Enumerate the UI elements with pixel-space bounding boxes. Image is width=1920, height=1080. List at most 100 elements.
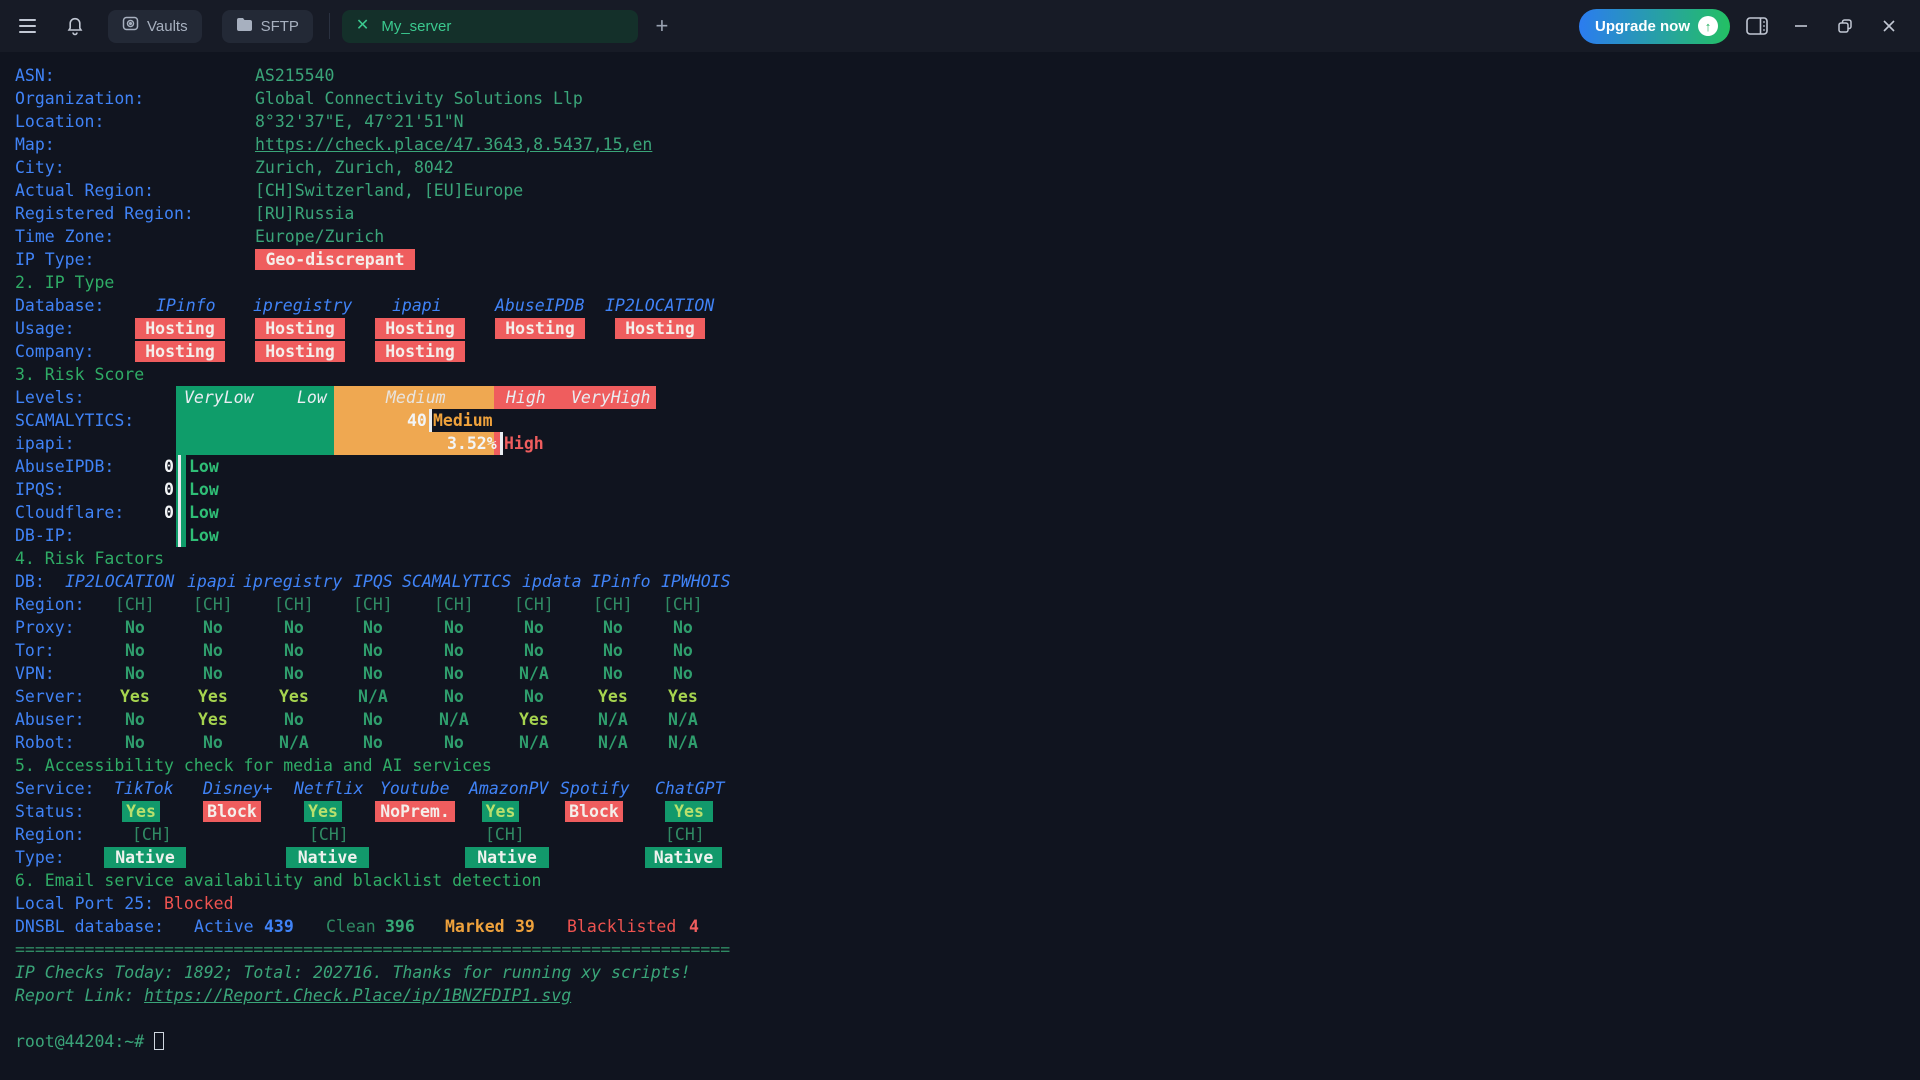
actual-region-label: Actual Region: [15, 181, 155, 200]
dbip-label: DB-IP: [15, 526, 75, 545]
terminal-text: IP2LOCATION [65, 572, 175, 591]
scamalytics-label: SCAMALYTICS: [15, 411, 135, 430]
separator: ========================================… [15, 940, 731, 959]
service-label: Service: [15, 779, 95, 798]
terminal-text: IPWHOIS [661, 572, 731, 591]
terminal-text: ChatGPT [655, 779, 725, 798]
terminal-line: Actual Region: [CH]Switzerland, [EU]Europ… [0, 179, 1920, 202]
terminal-text: Native [104, 847, 186, 868]
terminal-text: IPQS [353, 572, 393, 591]
terminal-text: Low [189, 457, 219, 476]
terminal-line: Status: Yes Block Yes NoPrem. Yes Block Yes [0, 800, 1920, 823]
terminal-text: Low [189, 526, 219, 545]
tab-my-server[interactable]: ✕ My_server [341, 9, 638, 43]
sftp-button[interactable]: SFTP [221, 9, 313, 43]
terminal-text: VeryLow [184, 388, 254, 407]
terminal-text: No [524, 618, 544, 637]
terminal-line: VPN: No No No No No N/A No No [0, 662, 1920, 685]
map-link[interactable]: https://check.place/47.3643,8.5437,15,en [255, 135, 653, 154]
terminal-text: Spotify [560, 779, 630, 798]
rf-region-label: Region: [15, 595, 85, 614]
section-ip-type: 2. IP Type [15, 273, 115, 292]
terminal-text: No [284, 664, 304, 683]
city-label: City: [15, 158, 65, 177]
terminal-text: [CH] [434, 595, 474, 614]
tabbar-separator [328, 13, 330, 39]
terminal-text [176, 478, 186, 501]
terminal-line: 3. Risk Score [0, 363, 1920, 386]
terminal-text: [CH] [663, 595, 703, 614]
terminal-cursor [154, 1032, 164, 1050]
new-tab-button[interactable]: + [655, 13, 669, 38]
panel-toggle-icon[interactable] [1740, 9, 1774, 43]
server-label: Server: [15, 687, 85, 706]
title-bar: Vaults SFTP ✕ My_server + Upgrade now ↑ [0, 0, 1920, 52]
terminal-text: N/A [439, 710, 469, 729]
terminal-text: No [603, 664, 623, 683]
terminal-text: NoPrem. [375, 801, 455, 822]
terminal-text [429, 409, 432, 432]
terminal-text [494, 386, 656, 409]
minimize-button[interactable] [1784, 9, 1818, 43]
terminal-text: ipregistry [253, 296, 353, 315]
terminal-text: No [444, 664, 464, 683]
terminal-line: Location: 8°32'37"E, 47°21'51"N [0, 110, 1920, 133]
terminal-text: No [125, 733, 145, 752]
report-link[interactable]: https://Report.Check.Place/ip/1BNZFDIP1.… [144, 986, 572, 1005]
terminal-text: No [363, 664, 383, 683]
terminal-text [178, 455, 181, 478]
terminal-text: Marked [445, 917, 505, 936]
terminal-text: No [203, 733, 223, 752]
terminal-text: No [125, 618, 145, 637]
terminal-text: Youtube [380, 779, 450, 798]
terminal-text: Active [194, 917, 254, 936]
terminal-text: [CH] [593, 595, 633, 614]
terminal-text: Hosting [615, 318, 705, 339]
terminal-line: ========================================… [0, 938, 1920, 961]
terminal-line: Cloudflare: 0 Low [0, 501, 1920, 524]
terminal-text: Yes [120, 687, 150, 706]
terminal-text: ipapi [187, 572, 237, 591]
vaults-button[interactable]: Vaults [108, 9, 202, 43]
upgrade-button[interactable]: Upgrade now ↑ [1578, 8, 1730, 44]
terminal-text: 39 [515, 917, 535, 936]
maximize-restore-button[interactable] [1828, 9, 1862, 43]
terminal-line: Report Link: https://Report.Check.Place/… [0, 984, 1920, 1007]
timezone-value: Europe/Zurich [255, 227, 385, 246]
terminal-text: IP2LOCATION [605, 296, 715, 315]
terminal-text: No [444, 618, 464, 637]
terminal-text: 40 [407, 411, 427, 430]
terminal-text: Yes [279, 687, 309, 706]
geo-discrepant-badge: Geo-discrepant [255, 249, 415, 270]
terminal-text: [CH] [274, 595, 314, 614]
section-risk-score: 3. Risk Score [15, 365, 145, 384]
terminal-text: No [444, 733, 464, 752]
map-label: Map: [15, 135, 55, 154]
tab-close-icon[interactable]: ✕ [355, 17, 370, 34]
database-label: Database: [15, 296, 105, 315]
terminal-text: N/A [519, 733, 549, 752]
window-close-button[interactable] [1872, 9, 1906, 43]
terminal-text: Yes [519, 710, 549, 729]
bell-icon[interactable] [62, 13, 88, 39]
robot-label: Robot: [15, 733, 75, 752]
terminal-text: ipdata [522, 572, 582, 591]
terminal-text: N/A [358, 687, 388, 706]
terminal-text: Disney+ [203, 779, 273, 798]
terminal-line: City: Zurich, Zurich, 8042 [0, 156, 1920, 179]
terminal-text: No [673, 641, 693, 660]
ipapi-label: ipapi: [15, 434, 75, 453]
terminal-text [334, 432, 494, 455]
terminal-line: ipapi: 3.52% High [0, 432, 1920, 455]
folder-icon [236, 17, 253, 36]
terminal-text: Yes [482, 801, 519, 822]
terminal-text: No [125, 710, 145, 729]
terminal-line: 6. Email service availability and blackl… [0, 869, 1920, 892]
hamburger-icon[interactable] [14, 13, 40, 39]
terminal-line: Local Port 25: Blocked [0, 892, 1920, 915]
terminal-text: Hosting [135, 341, 225, 362]
port25-label: Local Port 25: [15, 894, 155, 913]
terminal-text: Low [189, 503, 219, 522]
terminal-text: Yes [598, 687, 628, 706]
terminal-line: DNSBL database: Active 439 Clean 396 Marked 39… [0, 915, 1920, 938]
